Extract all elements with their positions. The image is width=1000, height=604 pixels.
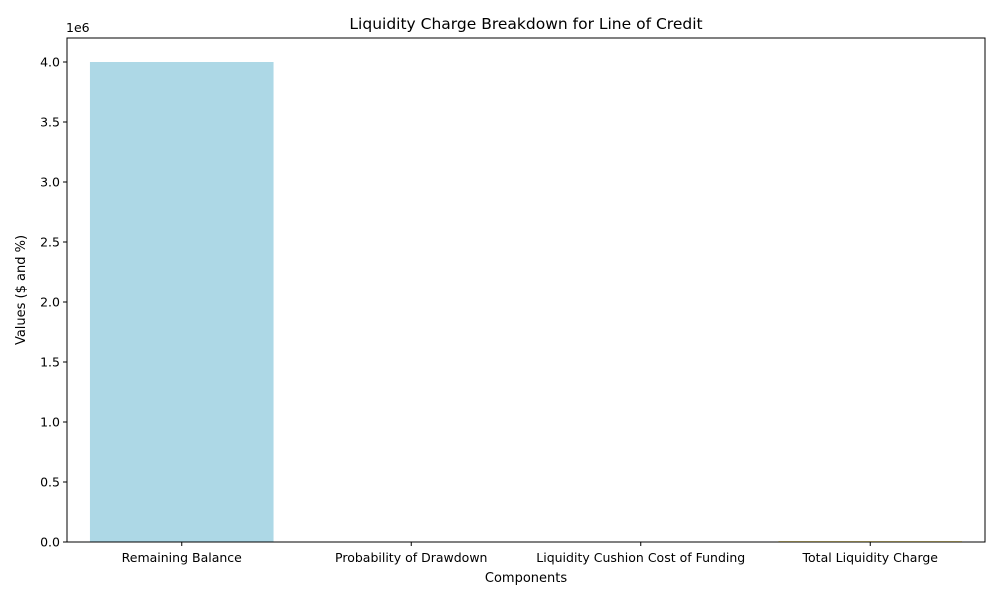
y-axis-offset-label: 1e6 (66, 20, 90, 35)
y-axis-label: Values ($ and %) (14, 235, 29, 345)
y-tick-label: 2.5 (40, 235, 60, 250)
y-tick-label: 1.5 (40, 355, 60, 370)
x-tick-label: Liquidity Cushion Cost of Funding (536, 550, 745, 565)
x-axis-label: Components (485, 571, 567, 586)
x-tick-label: Total Liquidity Charge (802, 550, 939, 565)
bar-1 (90, 62, 274, 542)
y-tick-label: 0.0 (40, 535, 60, 550)
y-tick-label: 1.0 (40, 415, 60, 430)
y-tick-label: 3.0 (40, 175, 60, 190)
y-tick-label: 4.0 (40, 55, 60, 70)
y-ticks-group: 0.0 0.5 1.0 1.5 2.0 2.5 3.0 3.5 4.0 (40, 55, 67, 550)
y-tick-label: 0.5 (40, 475, 60, 490)
y-tick-label: 3.5 (40, 115, 60, 130)
x-tick-label: Remaining Balance (122, 550, 243, 565)
chart-title: Liquidity Charge Breakdown for Line of C… (349, 15, 702, 33)
bars-group (90, 62, 962, 542)
x-ticks-group: Remaining Balance Probability of Drawdown… (122, 542, 939, 565)
y-tick-label: 2.0 (40, 295, 60, 310)
x-tick-label: Probability of Drawdown (335, 550, 487, 565)
